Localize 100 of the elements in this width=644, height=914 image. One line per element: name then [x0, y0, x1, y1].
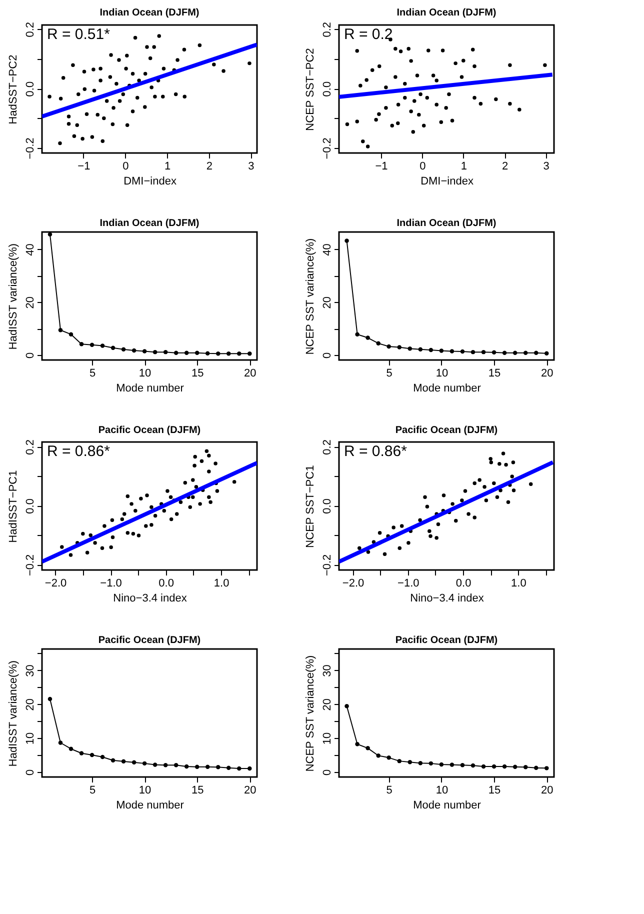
- point: [112, 106, 116, 110]
- x-axis-title: DMI−index: [420, 176, 474, 188]
- point: [450, 349, 454, 354]
- point: [426, 48, 430, 52]
- point: [162, 508, 166, 513]
- x-tick-label: 0.0: [158, 578, 174, 590]
- point: [182, 48, 186, 52]
- point: [478, 478, 482, 482]
- point: [142, 761, 147, 766]
- point: [152, 45, 156, 49]
- point: [152, 350, 158, 354]
- y-tick-label: 30: [24, 664, 36, 677]
- point: [534, 350, 538, 355]
- point: [495, 495, 500, 500]
- point: [205, 764, 210, 769]
- point: [450, 502, 454, 506]
- point: [472, 96, 476, 100]
- point: [237, 766, 242, 771]
- x-tick-label: 0.0: [456, 578, 472, 590]
- point: [174, 512, 179, 516]
- x-tick-label: −2.0: [342, 578, 364, 590]
- point: [98, 66, 102, 71]
- point: [174, 763, 178, 768]
- point: [215, 489, 220, 493]
- point: [403, 96, 407, 100]
- point: [481, 764, 486, 769]
- point: [130, 72, 135, 76]
- point: [355, 120, 359, 124]
- chart-title: Indian Ocean (DJFM): [100, 8, 200, 19]
- point: [460, 498, 464, 502]
- point: [470, 350, 476, 354]
- point: [502, 764, 507, 769]
- point: [386, 756, 391, 760]
- x-tick-label: 0: [420, 160, 426, 172]
- point: [110, 346, 116, 350]
- point: [374, 118, 378, 122]
- point: [162, 66, 166, 71]
- y-axis-title: NCEP SST variance(%): [304, 238, 316, 355]
- x-axis-title: Mode number: [413, 800, 482, 812]
- point: [79, 751, 84, 756]
- point: [125, 54, 129, 58]
- point: [61, 76, 66, 80]
- point: [406, 46, 410, 51]
- point: [120, 517, 124, 522]
- point: [501, 452, 506, 456]
- point: [384, 86, 388, 90]
- y-axis-title: HadISST variance(%): [8, 660, 20, 767]
- point: [142, 349, 147, 354]
- point: [523, 350, 528, 355]
- y-tick-label: −0.2: [322, 554, 334, 576]
- point: [208, 500, 212, 504]
- point: [150, 505, 154, 510]
- point: [145, 494, 149, 498]
- point: [398, 50, 403, 54]
- point: [110, 518, 114, 522]
- x-tick-label: 3: [248, 160, 254, 172]
- point: [492, 764, 496, 769]
- point: [207, 470, 211, 474]
- y-tick-label: 0: [322, 352, 334, 359]
- point: [392, 526, 396, 530]
- point: [143, 105, 147, 109]
- point: [508, 63, 512, 67]
- point: [188, 505, 192, 510]
- point: [84, 112, 89, 116]
- x-tick-label: −1: [375, 160, 388, 172]
- point: [370, 68, 374, 72]
- point: [207, 495, 211, 500]
- x-tick-label: 5: [386, 368, 392, 380]
- y-tick-label: 0.2: [24, 440, 36, 455]
- point: [431, 74, 436, 78]
- point: [126, 494, 130, 498]
- point: [194, 350, 200, 355]
- point: [205, 351, 210, 356]
- x-tick-label: 10: [436, 368, 448, 380]
- point: [153, 514, 158, 518]
- point: [163, 350, 168, 354]
- point: [144, 524, 148, 528]
- point: [66, 122, 71, 126]
- point: [153, 94, 157, 98]
- y-tick-label: −0.2: [322, 138, 334, 160]
- y-tick-label: 30: [322, 664, 334, 677]
- annotation: R = 0.86*: [344, 443, 408, 460]
- y-tick-label: −0.2: [24, 554, 36, 576]
- point: [425, 96, 430, 100]
- x-tick-label: −1: [78, 160, 90, 172]
- point: [518, 108, 522, 112]
- point: [168, 495, 173, 500]
- point: [428, 529, 432, 533]
- point: [482, 484, 486, 489]
- point: [454, 61, 458, 66]
- point: [428, 761, 434, 766]
- x-tick-label: 2: [206, 160, 212, 172]
- x-tick-label: 1: [164, 160, 171, 172]
- point: [166, 489, 170, 493]
- y-tick-label: 20: [24, 698, 36, 711]
- point: [361, 140, 365, 144]
- point: [207, 454, 211, 458]
- point: [472, 481, 476, 486]
- point: [408, 760, 412, 764]
- point: [436, 522, 440, 526]
